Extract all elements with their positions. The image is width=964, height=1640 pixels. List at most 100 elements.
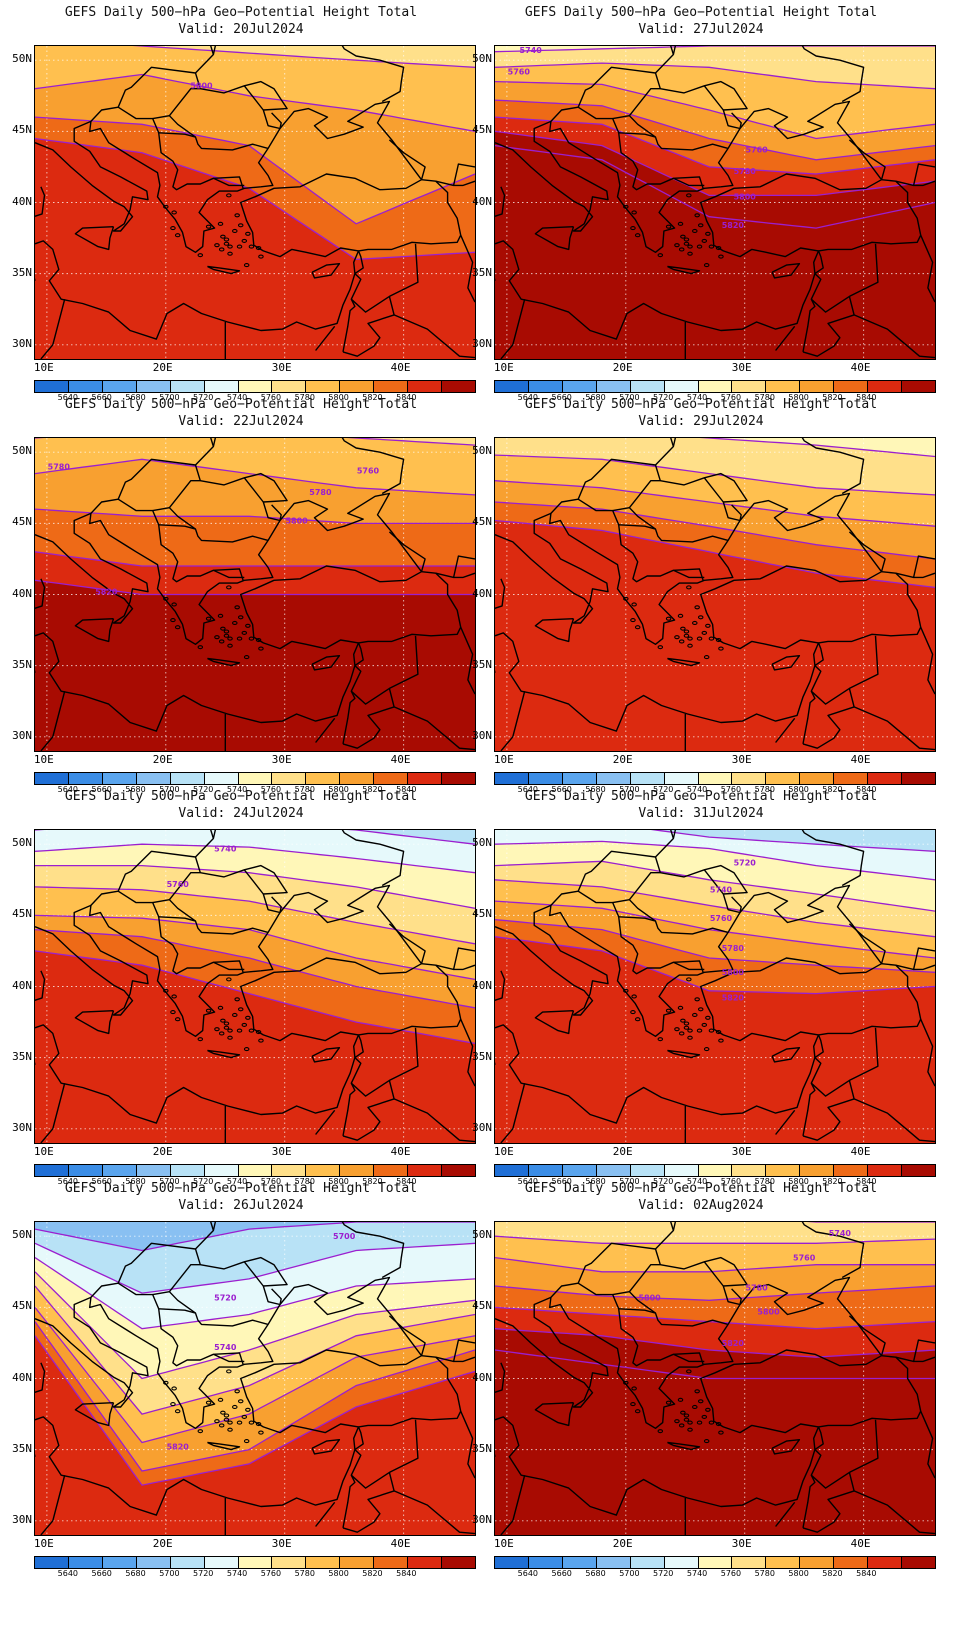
coastline [771, 655, 801, 671]
island [705, 1015, 711, 1020]
coastline [342, 665, 362, 745]
island [686, 977, 692, 982]
coastline [35, 1362, 46, 1394]
coastline [35, 186, 46, 218]
colorbar-label: 5680 [125, 1569, 146, 1578]
island [234, 997, 240, 1002]
colorbar-swatch [35, 381, 69, 392]
colorbar-swatch [102, 1557, 137, 1568]
contour-label: 5760 [793, 1253, 816, 1262]
colorbar-swatch [630, 773, 665, 784]
colorbar-swatch [340, 1165, 375, 1176]
colorbar-swatch [664, 1557, 699, 1568]
coastline [207, 1441, 241, 1451]
coastline [618, 132, 729, 151]
lon-tick-label: 20E [152, 753, 173, 766]
colorbar-swatch [340, 773, 375, 784]
coastline [500, 691, 526, 751]
coastline [628, 85, 741, 138]
coastline [670, 830, 675, 839]
island [718, 646, 724, 651]
colorbar-swatch [766, 773, 801, 784]
coastline [40, 299, 66, 359]
colorbar-swatch [408, 1557, 443, 1568]
contour-line [35, 1257, 475, 1330]
colorbar-label: 5720 [653, 393, 674, 402]
contour-label: 5800 [757, 1307, 780, 1316]
lat-tick-label: 40N [472, 1370, 492, 1384]
coastline [311, 1439, 341, 1455]
contour-line [35, 1306, 475, 1444]
contour-label: 5780 [48, 462, 71, 471]
height-field-map: 5780 5760 5780 5800 5820 [35, 438, 475, 751]
island [715, 1421, 722, 1427]
lat-tick-label: 45N [12, 123, 32, 137]
coastline [393, 1490, 475, 1535]
colorbar-label: 5820 [822, 1177, 843, 1186]
colorbar-swatch [238, 773, 273, 784]
contour-line [35, 914, 475, 981]
colorbar-swatch [374, 381, 409, 392]
colorbar-swatch [902, 1557, 935, 1568]
island [630, 226, 636, 231]
colorbar-swatch [35, 773, 69, 784]
colorbar-label: 5700 [159, 1569, 180, 1578]
coastline [670, 46, 675, 55]
island [708, 1420, 715, 1425]
island [678, 639, 685, 644]
island [234, 213, 240, 218]
island [171, 994, 177, 999]
island [163, 596, 169, 601]
island [678, 247, 685, 252]
island [197, 1037, 204, 1042]
island [674, 243, 680, 248]
coastline [913, 572, 935, 579]
island [703, 1439, 710, 1444]
island [697, 615, 704, 620]
island [631, 1386, 637, 1391]
coastline [271, 504, 282, 521]
colorbar-label: 5820 [362, 785, 383, 794]
coastline [244, 80, 288, 111]
coastline [271, 1288, 282, 1305]
island [226, 977, 232, 982]
island [631, 210, 637, 215]
colorbar-swatch [664, 1165, 699, 1176]
coastline [311, 263, 341, 279]
coastline [771, 1047, 801, 1063]
panel-valid-date: Valid: 29Jul2024 [638, 414, 764, 429]
lat-tick-label: 40N [12, 194, 32, 208]
island [255, 1029, 262, 1035]
island [227, 244, 233, 249]
island [677, 221, 684, 226]
contour-line [35, 458, 475, 496]
island [703, 1047, 710, 1052]
colorbar-label: 5700 [619, 1569, 640, 1578]
island [258, 646, 264, 651]
colorbar-swatch [800, 381, 835, 392]
colorbar-swatch [35, 1165, 69, 1176]
contour-line [35, 830, 475, 845]
coastline [667, 265, 701, 275]
colorbar-swatch [170, 381, 205, 392]
island [236, 1420, 243, 1425]
colorbar-swatch [766, 1165, 801, 1176]
coastline [818, 179, 922, 252]
lat-tick-label: 45N [12, 515, 32, 529]
coastline [341, 830, 405, 887]
coastline [895, 947, 935, 971]
contour-line [35, 137, 475, 261]
island [680, 626, 686, 631]
island [705, 1407, 711, 1412]
coastline [853, 314, 935, 359]
island [223, 633, 230, 638]
island [694, 1389, 700, 1394]
colorbar-label: 5640 [517, 393, 539, 402]
coastline [341, 438, 405, 495]
contour-label: 5700 [333, 1232, 356, 1241]
coastline [393, 314, 475, 359]
coastline [913, 180, 935, 187]
coastline [35, 492, 423, 732]
coastline [500, 299, 526, 359]
height-field-map: 5700 5720 5740 5820 [35, 1222, 475, 1535]
